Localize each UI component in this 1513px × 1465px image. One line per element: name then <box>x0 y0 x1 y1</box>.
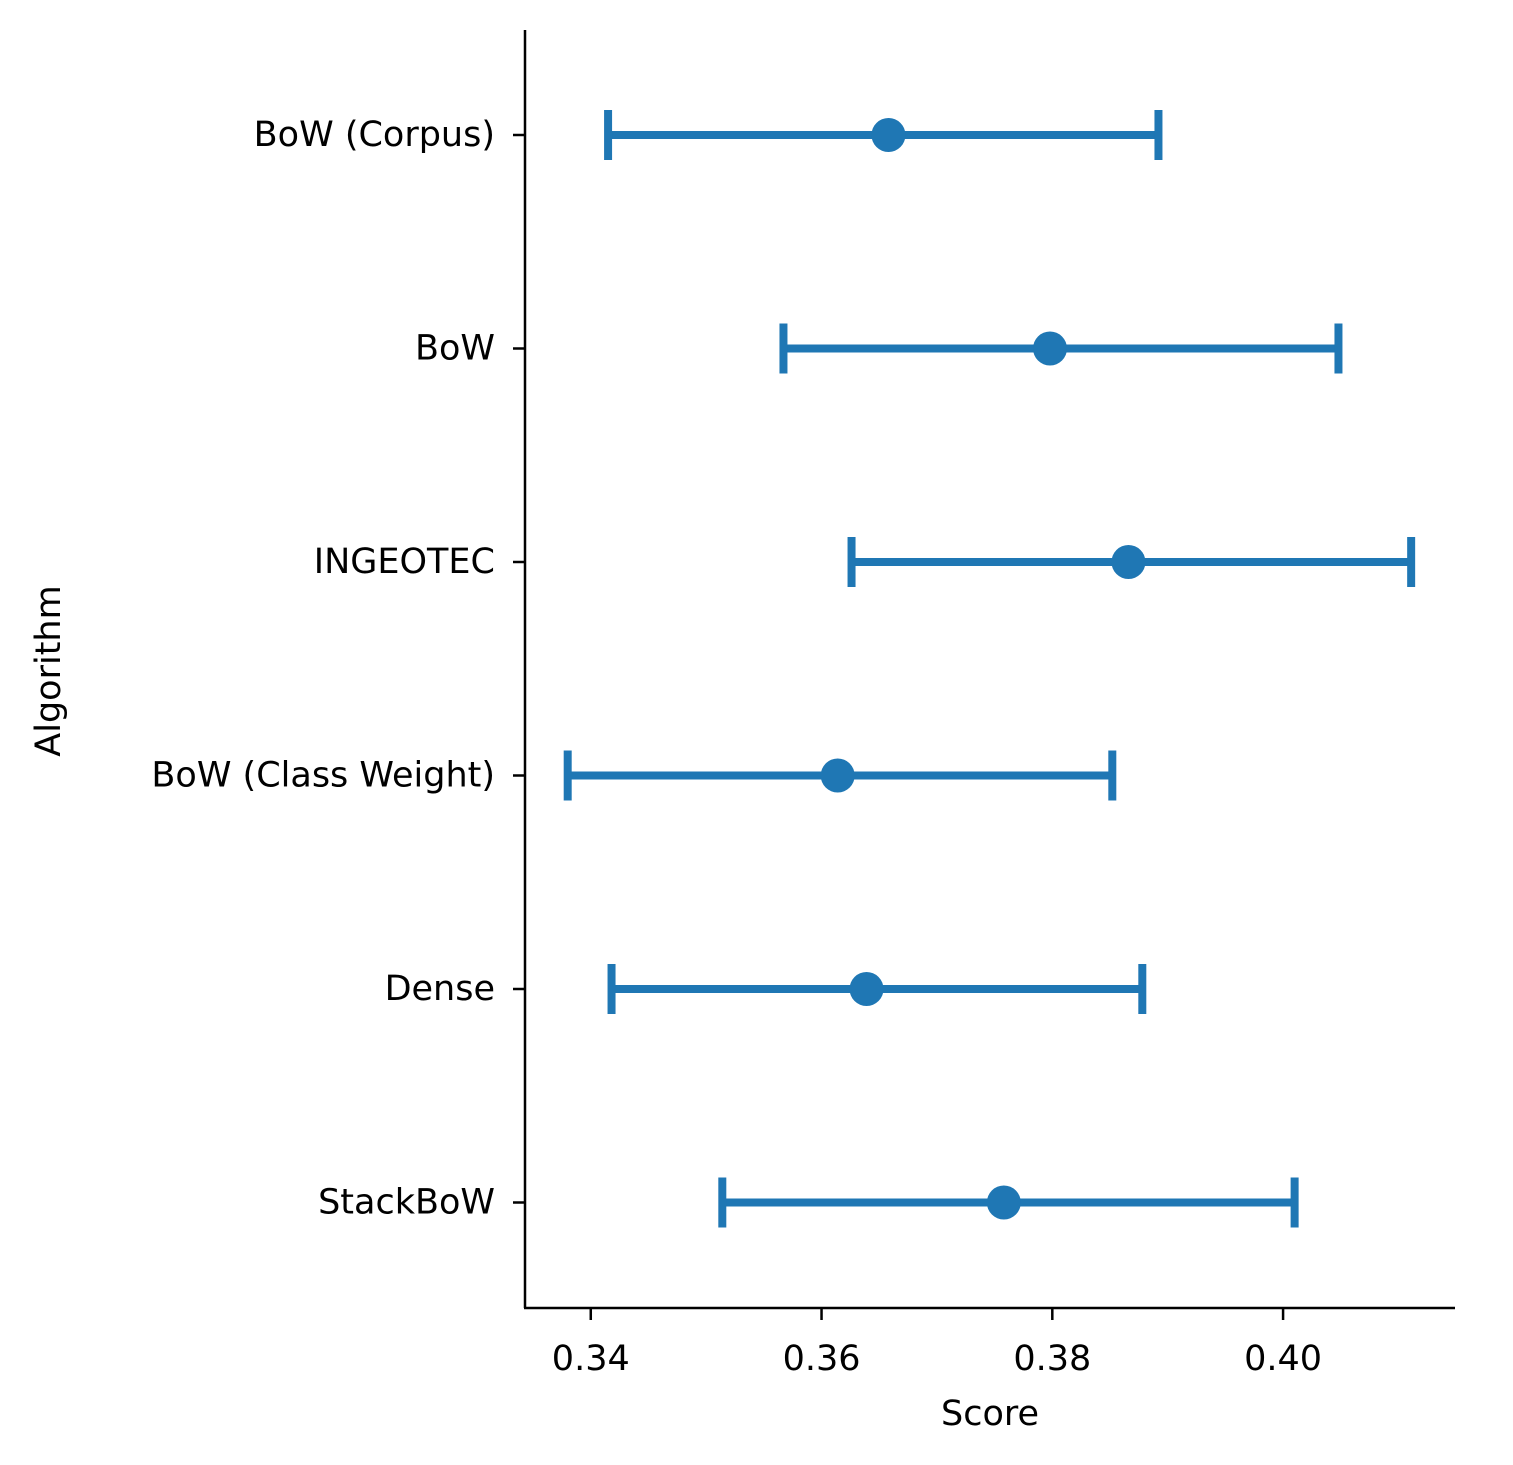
y-tick-label: BoW <box>415 329 495 369</box>
y-tick-label: INGEOTEC <box>314 542 495 582</box>
y-axis-label: Algorithm <box>29 585 69 756</box>
y-ticks: BoW (Corpus) BoW INGEOTEC BoW (Class Weight… <box>151 115 525 1223</box>
y-tick-label: BoW (Class Weight) <box>151 756 495 796</box>
data-point <box>1111 545 1146 579</box>
data-point <box>849 972 884 1006</box>
x-ticks: 0.34 0.36 0.38 0.40 <box>552 1308 1322 1379</box>
x-tick-label: 0.40 <box>1244 1339 1322 1379</box>
y-tick-label: Dense <box>385 969 495 1009</box>
data-point <box>820 758 855 793</box>
data-point <box>986 1185 1021 1220</box>
x-tick-label: 0.36 <box>783 1339 861 1379</box>
y-tick-label: StackBoW <box>318 1183 495 1223</box>
chart-axes <box>523 30 1455 1310</box>
data-point <box>871 118 906 152</box>
data-point <box>1033 331 1067 366</box>
x-tick-label: 0.38 <box>1013 1339 1091 1379</box>
y-tick-label: BoW (Corpus) <box>254 115 495 155</box>
chart-marks <box>563 110 1416 1228</box>
x-axis-label: Score <box>941 1394 1039 1434</box>
x-tick-label: 0.34 <box>552 1339 630 1379</box>
